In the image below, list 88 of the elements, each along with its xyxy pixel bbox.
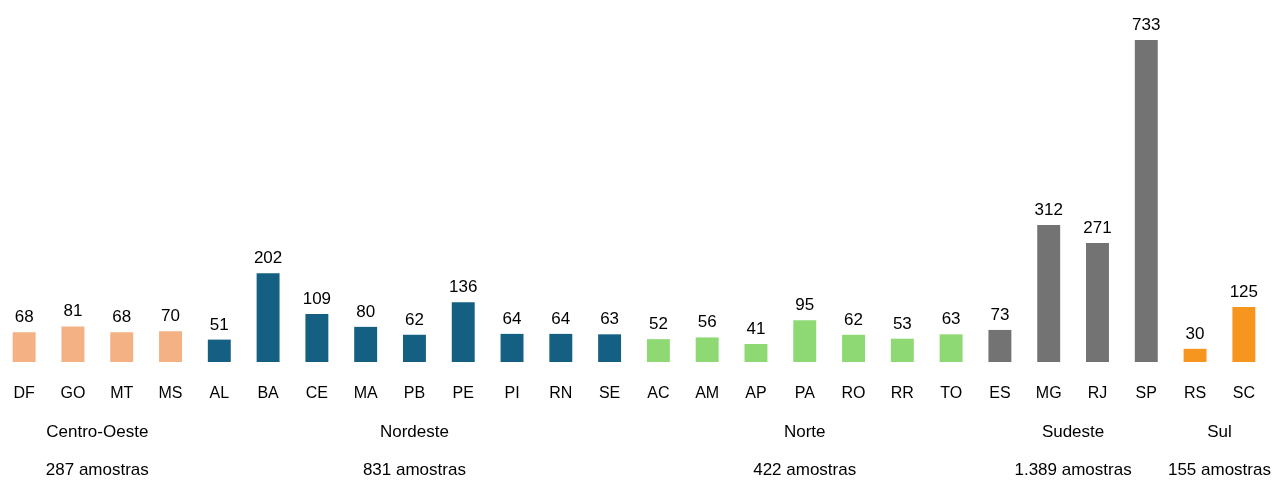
x-tick-label: SC bbox=[1232, 383, 1255, 401]
data-label: 81 bbox=[63, 301, 83, 321]
bar bbox=[12, 332, 36, 362]
bar bbox=[207, 339, 231, 362]
data-label: 41 bbox=[746, 318, 766, 338]
data-label: 109 bbox=[302, 289, 332, 309]
data-label: 62 bbox=[404, 309, 424, 329]
bar bbox=[1183, 348, 1207, 362]
bar bbox=[695, 337, 719, 362]
data-label: 136 bbox=[449, 277, 478, 297]
x-tick-label: PE bbox=[452, 383, 474, 401]
x-tick-label: AL bbox=[209, 383, 230, 401]
x-tick-label: AM bbox=[695, 383, 720, 401]
bar bbox=[451, 302, 475, 362]
data-label: 56 bbox=[697, 312, 717, 332]
x-tick-label: GO bbox=[60, 383, 86, 401]
data-label: 62 bbox=[844, 309, 864, 329]
data-label: 64 bbox=[551, 308, 571, 328]
x-tick-label: PI bbox=[504, 383, 520, 401]
bar bbox=[1037, 224, 1061, 362]
x-tick-label: MG bbox=[1035, 383, 1062, 401]
data-label: 64 bbox=[502, 308, 522, 328]
bar bbox=[646, 339, 670, 362]
text: 287 amostras bbox=[45, 460, 149, 479]
bar bbox=[744, 343, 768, 362]
bar bbox=[549, 333, 573, 362]
data-label: 63 bbox=[941, 309, 961, 329]
x-tick-label: DF bbox=[13, 383, 36, 401]
bar bbox=[500, 333, 524, 362]
data-label: 80 bbox=[356, 301, 376, 321]
bar bbox=[939, 334, 963, 362]
x-tick-label: AC bbox=[647, 383, 670, 401]
text: Sul bbox=[1207, 422, 1232, 441]
text: 1.389 amostras bbox=[1014, 460, 1132, 479]
x-tick-label: BA bbox=[257, 383, 280, 401]
x-tick-label: RR bbox=[890, 383, 914, 401]
text: 831 amostras bbox=[362, 460, 466, 479]
data-label: 51 bbox=[209, 314, 229, 334]
data-label: 95 bbox=[795, 295, 815, 315]
data-label: 733 bbox=[1132, 15, 1161, 34]
bar bbox=[110, 332, 134, 362]
x-tick-label: ES bbox=[989, 383, 1011, 401]
data-label: 30 bbox=[1185, 323, 1205, 343]
bar bbox=[159, 331, 182, 362]
x-tick-label: CE bbox=[305, 383, 328, 401]
bar bbox=[793, 320, 817, 362]
data-label: 202 bbox=[253, 248, 283, 268]
data-label: 70 bbox=[161, 306, 180, 326]
x-tick-label: MA bbox=[353, 383, 378, 401]
text: 155 amostras bbox=[1167, 460, 1271, 479]
x-tick-label: RS bbox=[1183, 383, 1207, 401]
text: Nordeste bbox=[379, 422, 449, 441]
x-tick-label: PB bbox=[403, 383, 426, 401]
x-tick-label: SP bbox=[1135, 383, 1157, 401]
x-tick-label: RN bbox=[549, 383, 573, 401]
x-tick-label: TO bbox=[940, 383, 963, 401]
data-label: 73 bbox=[990, 304, 1010, 324]
data-label: 52 bbox=[648, 314, 668, 334]
bar bbox=[842, 334, 866, 362]
text: 422 amostras bbox=[753, 460, 857, 479]
data-label: 63 bbox=[600, 309, 620, 329]
text: Norte bbox=[783, 422, 826, 441]
x-tick-label: PA bbox=[794, 383, 816, 401]
bar bbox=[890, 338, 914, 362]
x-tick-label: SE bbox=[598, 383, 621, 401]
bar bbox=[1232, 307, 1256, 362]
x-tick-label: MS bbox=[158, 383, 183, 401]
bar bbox=[61, 326, 85, 362]
data-label: 68 bbox=[14, 307, 34, 327]
x-tick-label: RO bbox=[841, 383, 866, 401]
x-tick-label: MT bbox=[110, 383, 134, 401]
text: Sudeste bbox=[1041, 422, 1105, 441]
bar bbox=[1086, 242, 1109, 362]
data-label: 312 bbox=[1034, 199, 1063, 219]
bar bbox=[598, 334, 622, 362]
bar bbox=[354, 326, 378, 362]
bar bbox=[988, 329, 1012, 362]
bar bbox=[402, 334, 426, 362]
bar bbox=[305, 314, 329, 362]
data-label: 125 bbox=[1229, 282, 1259, 302]
bar bbox=[1134, 40, 1158, 362]
x-tick-label: RJ bbox=[1087, 383, 1108, 401]
x-tick-label: AP bbox=[745, 383, 767, 401]
text: Centro-Oeste bbox=[46, 422, 149, 441]
data-label: 271 bbox=[1083, 217, 1112, 237]
data-label: 53 bbox=[892, 313, 912, 333]
bar bbox=[256, 273, 280, 362]
data-label: 68 bbox=[112, 307, 132, 327]
